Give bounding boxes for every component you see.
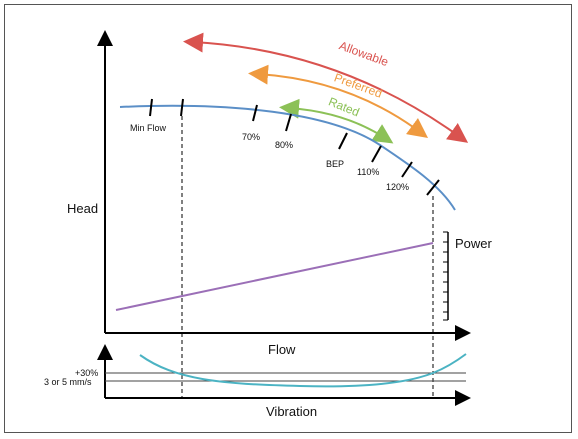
preferred-range-arrow [248, 64, 429, 138]
power-axis-label: Power [455, 236, 493, 251]
curve-tick-110 [371, 145, 382, 163]
min-flow-label: Min Flow [130, 123, 167, 133]
curve-tick-80 [285, 113, 292, 132]
vibration-axis-label: Vibration [266, 404, 317, 419]
curve-tick-end [426, 179, 440, 196]
flow-axis-label: Flow [268, 342, 296, 357]
head-axis-label: Head [67, 201, 98, 216]
label-120: 120% [386, 182, 409, 192]
curve-tick-bep [338, 132, 348, 150]
head-curve [119, 104, 456, 211]
curve-tick-70 [252, 104, 258, 122]
allowable-label: Allowable [337, 38, 390, 69]
label-70: 70% [242, 132, 260, 142]
label-80: 80% [275, 140, 293, 150]
rated-range-arrow [279, 98, 394, 144]
curve-tick-min-flow [149, 98, 153, 117]
bep-label: BEP [326, 159, 344, 169]
vibration-upper-label: +30% [75, 368, 98, 378]
vibration-lower-label: 3 or 5 mm/s [44, 377, 92, 387]
power-line [115, 242, 434, 311]
vibration-curve [139, 353, 467, 388]
curve-tick-min-flow-2 [180, 98, 184, 117]
curve-tick-120 [401, 161, 413, 178]
power-scale [443, 231, 449, 321]
label-110: 110% [357, 167, 379, 177]
